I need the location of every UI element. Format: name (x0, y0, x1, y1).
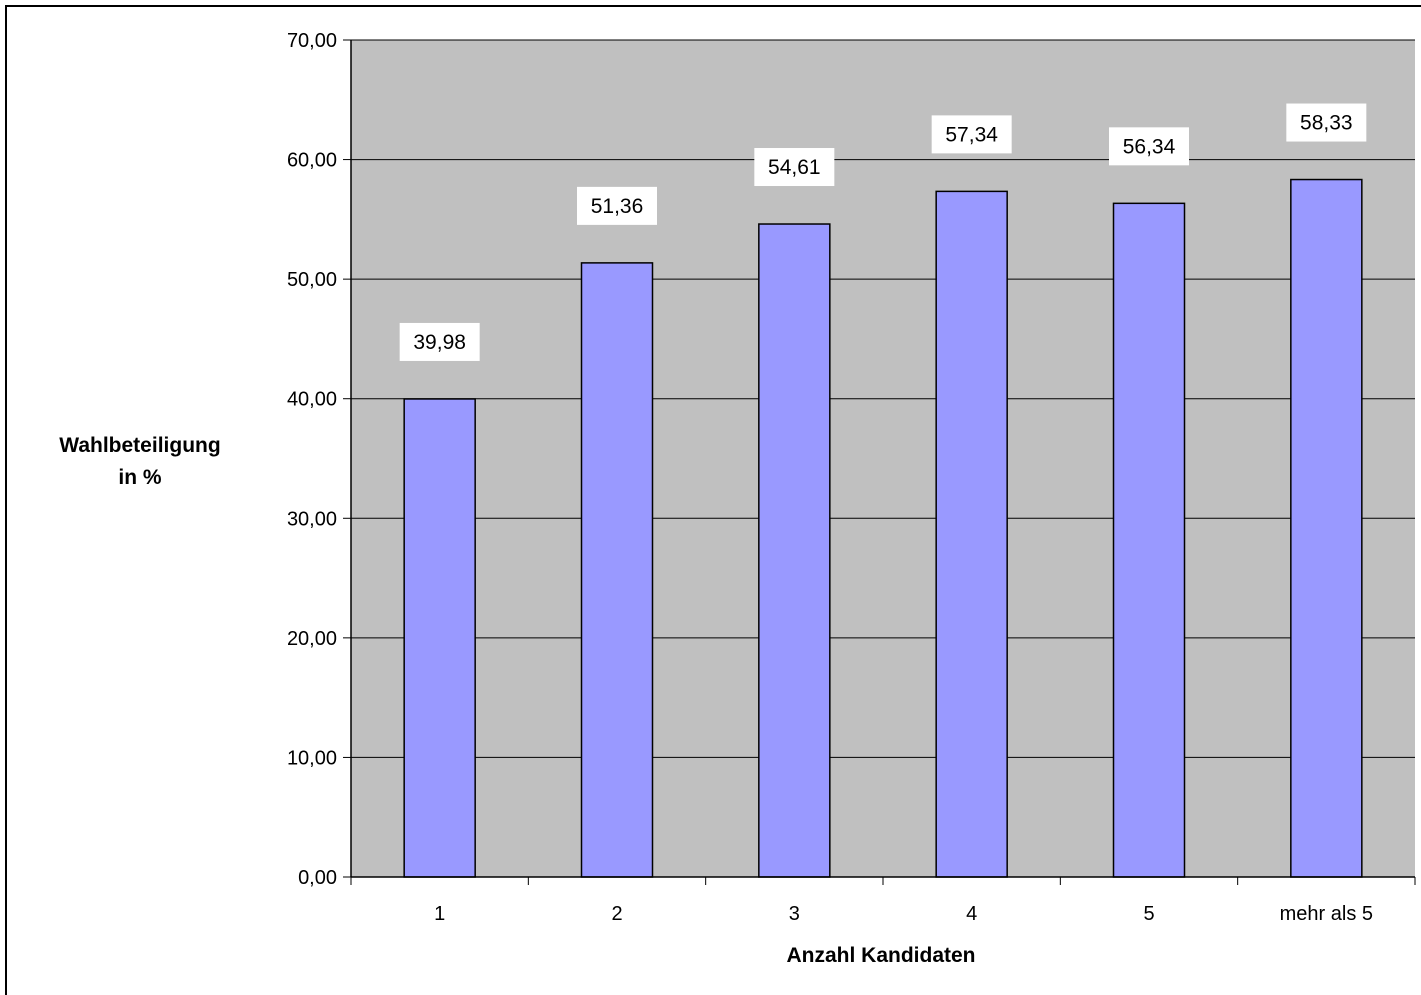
data-label-box (577, 186, 657, 225)
bar (758, 223, 831, 878)
data-label-box (399, 322, 480, 361)
data-label-box (931, 115, 1012, 154)
x-tick-label: 2 (611, 903, 622, 925)
y-tick-label: 10,00 (287, 747, 337, 769)
data-label-box (754, 148, 835, 187)
bar (935, 190, 1008, 878)
data-label: 57,34 (945, 123, 998, 146)
y-tick-label: 0,00 (298, 867, 337, 889)
x-tick-label: 5 (1143, 903, 1154, 925)
x-axis-title: Anzahl Kandidaten (786, 944, 975, 967)
data-label: 58,33 (1300, 112, 1353, 135)
gridlines (351, 39, 1415, 758)
bar (403, 398, 476, 878)
y-axis-title-line-2: in % (118, 466, 161, 489)
x-tick-label: mehr als 5 (1280, 903, 1373, 925)
x-axis-ticks: 1 2 3 4 5 mehr als 5 (350, 877, 1416, 925)
bar (1112, 202, 1186, 878)
y-axis-ticks: 0,00 10,00 20,00 30,00 40,00 50,00 60,00 70,00 (287, 30, 351, 889)
y-axis-title-line-1: Wahlbeteiligung (59, 434, 220, 457)
plot-area (351, 40, 1415, 877)
y-tick-label: 60,00 (287, 150, 337, 172)
data-label: 39,98 (413, 331, 466, 354)
y-tick-label: 20,00 (287, 628, 337, 650)
x-tick-label: 1 (434, 903, 445, 925)
y-tick-label: 70,00 (287, 30, 337, 52)
chart-frame (5, 5, 1421, 995)
x-tick-label: 3 (789, 903, 800, 925)
data-labels: 39,98 51,36 54,61 57,34 56,34 58,33 (399, 103, 1367, 361)
data-label: 51,36 (591, 195, 644, 218)
y-tick-label: 50,00 (287, 269, 337, 291)
bar (580, 262, 654, 878)
data-label-box (1109, 127, 1189, 166)
data-label-box (1286, 103, 1367, 142)
y-tick-label: 40,00 (287, 389, 337, 411)
data-label: 54,61 (768, 156, 821, 179)
x-tick-label: 4 (966, 903, 977, 925)
y-tick-label: 30,00 (287, 508, 337, 530)
bars (403, 178, 1363, 878)
bar (1290, 178, 1363, 878)
data-label: 56,34 (1123, 135, 1176, 158)
